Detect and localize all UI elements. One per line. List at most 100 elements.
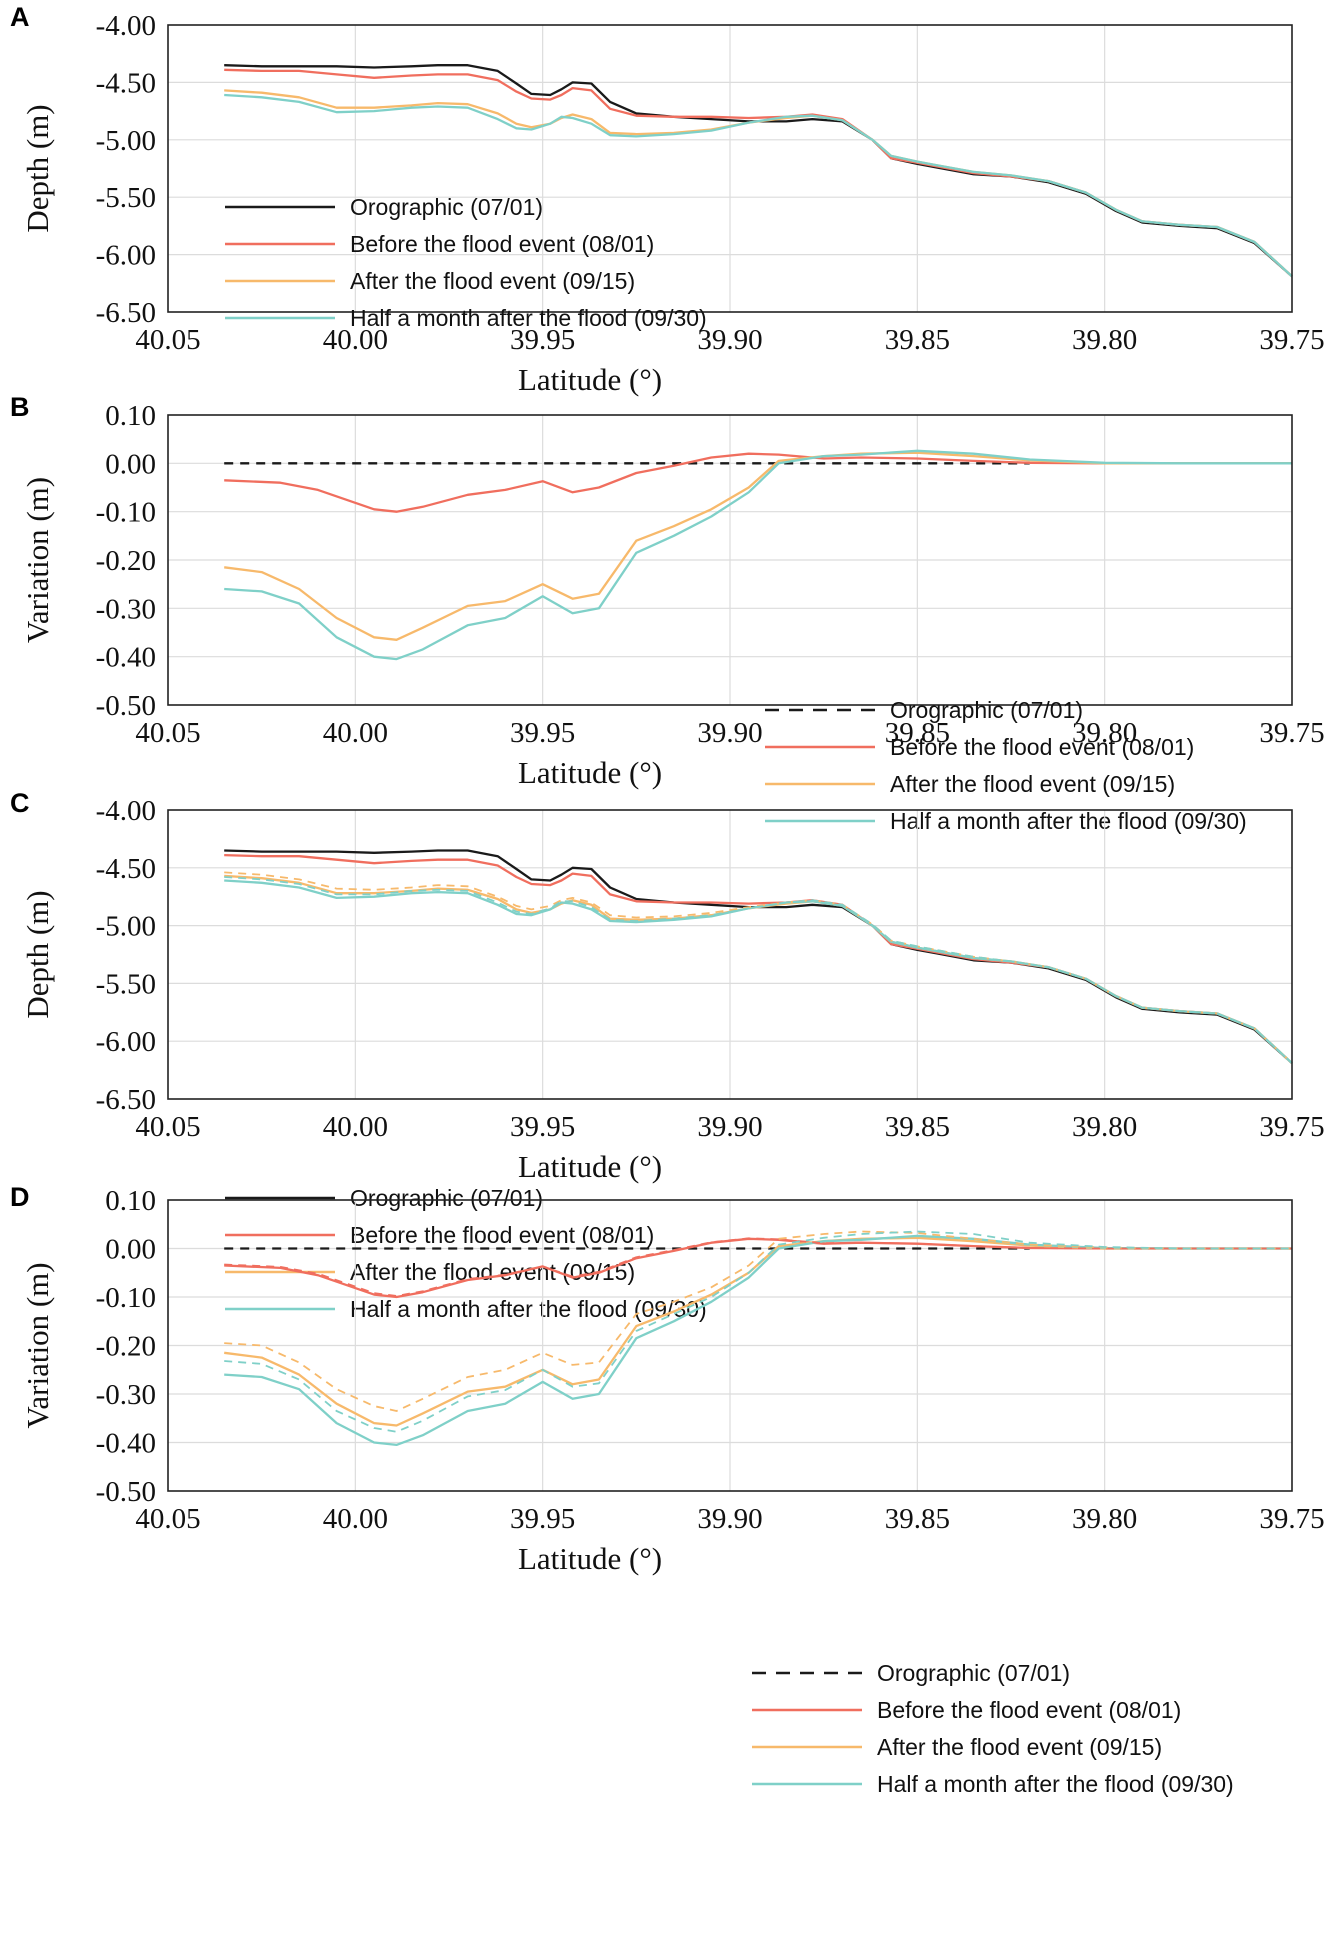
plot-frame — [167, 24, 1293, 313]
x-tick-label: 39.90 — [697, 324, 762, 356]
y-axis-label: Variation (m) — [20, 477, 55, 643]
series-line-half-a-month-after-the-flood-09-30 — [224, 879, 1293, 1065]
x-tick-label: 39.75 — [1259, 1111, 1324, 1143]
series-line-after-the-flood-event-09-15-dashed — [224, 1230, 1292, 1412]
x-tick-label: 39.80 — [1072, 324, 1137, 356]
y-tick-label: 0.00 — [105, 1234, 156, 1266]
y-tick-label: -0.30 — [96, 593, 156, 625]
x-tick-label: 39.90 — [697, 717, 762, 749]
x-tick-label: 39.80 — [1072, 1111, 1137, 1143]
legend-label-after: After the flood event (09/15) — [350, 268, 635, 294]
legend-label-after: After the flood event (09/15) — [877, 1734, 1162, 1760]
y-tick-label: -6.00 — [96, 240, 156, 272]
legend-label-after: After the flood event (09/15) — [350, 1259, 635, 1285]
y-tick-label: 0.10 — [105, 1185, 156, 1217]
y-tick-label: -5.50 — [96, 968, 156, 1000]
y-tick-label: -0.40 — [96, 1428, 156, 1460]
x-tick-label: 40.05 — [135, 1503, 200, 1535]
x-axis-label: Latitude (°) — [518, 1541, 662, 1576]
legend-label-before: Before the flood event (08/01) — [890, 734, 1194, 760]
y-axis-label: Variation (m) — [20, 1262, 55, 1428]
x-tick-label: 39.75 — [1259, 717, 1324, 749]
y-tick-label: -0.30 — [96, 1379, 156, 1411]
x-tick-label: 40.00 — [323, 1503, 388, 1535]
series-line-before-the-flood-event-08-01-dashed — [224, 1237, 1292, 1297]
legend: Orographic (07/01) Before the flood event… — [752, 1660, 1234, 1797]
x-tick-label: 39.95 — [510, 717, 575, 749]
series-line-after-the-flood-event-09-15-dashed — [224, 871, 1293, 1064]
panel-b: B 40.05 40.00 39.95 39.90 39.85 39.80 39.75 0.10… — [10, 392, 1325, 834]
x-tick-label: 40.05 — [135, 717, 200, 749]
panel-d: D 40.05 40.00 39.95 39.90 39.85 39.80 39.75 0.10… — [10, 1182, 1325, 1797]
x-tick-label: 39.85 — [885, 324, 950, 356]
legend-label-after: After the flood event (09/15) — [890, 771, 1175, 797]
y-tick-label: -5.00 — [96, 911, 156, 943]
y-tick-label: 0.00 — [105, 448, 156, 480]
x-tick-label: 39.90 — [697, 1111, 762, 1143]
legend-label-half: Half a month after the flood (09/30) — [350, 305, 707, 331]
legend-label-before: Before the flood event (08/01) — [350, 1222, 654, 1248]
legend-label-orographic: Orographic (07/01) — [877, 1660, 1070, 1686]
x-tick-label: 39.90 — [697, 1503, 762, 1535]
y-tick-label: -5.00 — [96, 125, 156, 157]
series-line-half-a-month-after-the-flood-09-30-dashed — [224, 876, 1293, 1064]
x-tick-label: 40.00 — [323, 324, 388, 356]
plot-frame — [167, 809, 1293, 1100]
x-tick-label: 39.75 — [1259, 1503, 1324, 1535]
y-tick-label: -4.50 — [96, 67, 156, 99]
x-tick-label: 39.85 — [885, 1503, 950, 1535]
legend-label-orographic: Orographic (07/01) — [350, 194, 543, 220]
series-line-after-the-flood-event-09-15 — [224, 451, 1292, 641]
legend: Orographic (07/01) Before the flood event… — [765, 697, 1247, 834]
plot-frame — [167, 414, 1293, 706]
legend-label-before: Before the flood event (08/01) — [877, 1697, 1181, 1723]
x-tick-label: 40.05 — [135, 324, 200, 356]
y-tick-label: -0.40 — [96, 642, 156, 674]
y-tick-label: -4.50 — [96, 853, 156, 885]
y-tick-label: -5.50 — [96, 182, 156, 214]
legend-label-half: Half a month after the flood (09/30) — [350, 1296, 707, 1322]
series-line-half-a-month-after-the-flood-09-30-dashed — [224, 1230, 1292, 1433]
y-tick-label: 0.10 — [105, 400, 156, 432]
panel-label: B — [10, 392, 30, 422]
y-axis-label: Depth (m) — [20, 890, 55, 1018]
x-tick-label: 39.85 — [885, 717, 950, 749]
y-tick-label: -0.20 — [96, 1331, 156, 1363]
y-tick-label: -4.00 — [96, 795, 156, 827]
y-axis-label: Depth (m) — [20, 104, 55, 232]
x-tick-label: 39.85 — [885, 1111, 950, 1143]
panel-label: A — [10, 2, 30, 32]
x-axis-label: Latitude (°) — [518, 362, 662, 397]
x-axis-label: Latitude (°) — [518, 755, 662, 790]
legend-label-half: Half a month after the flood (09/30) — [890, 808, 1247, 834]
panel-a: A 40.05 40.00 39.95 39.90 39.85 39.80 39.75 -4.0… — [10, 2, 1325, 397]
series-line-half-a-month-after-the-flood-09-30 — [224, 1234, 1292, 1447]
x-tick-label: 40.00 — [323, 1111, 388, 1143]
plot-frame — [167, 1199, 1293, 1492]
x-tick-label: 39.95 — [510, 324, 575, 356]
y-tick-label: -6.50 — [96, 297, 156, 329]
x-axis-label: Latitude (°) — [518, 1149, 662, 1184]
y-tick-label: -0.50 — [96, 1476, 156, 1508]
legend: Orographic (07/01) Before the flood event… — [225, 194, 707, 331]
x-tick-label: 40.00 — [323, 717, 388, 749]
panel-label: D — [10, 1182, 30, 1212]
y-tick-label: -6.00 — [96, 1026, 156, 1058]
y-tick-label: -6.50 — [96, 1084, 156, 1116]
x-tick-label: 39.80 — [1072, 717, 1137, 749]
panel-label: C — [10, 788, 30, 818]
x-tick-label: 39.80 — [1072, 1503, 1137, 1535]
series-line-after-the-flood-event-09-15 — [224, 1236, 1292, 1427]
x-tick-label: 39.95 — [510, 1111, 575, 1143]
y-tick-label: -0.10 — [96, 497, 156, 529]
legend-label-orographic: Orographic (07/01) — [350, 1185, 543, 1211]
series-line-orographic-07-01 — [224, 849, 1293, 1065]
x-tick-label: 39.95 — [510, 1503, 575, 1535]
series-line-before-the-flood-event-08-01 — [224, 452, 1292, 513]
y-tick-label: -0.10 — [96, 1282, 156, 1314]
panel-c: C 40.05 40.00 39.95 39.90 39.85 39.80 39.75 -4.0… — [10, 788, 1325, 1322]
series-line-half-a-month-after-the-flood-09-30 — [224, 93, 1293, 278]
legend: Orographic (07/01) Before the flood event… — [225, 1185, 707, 1322]
legend-label-orographic: Orographic (07/01) — [890, 697, 1083, 723]
